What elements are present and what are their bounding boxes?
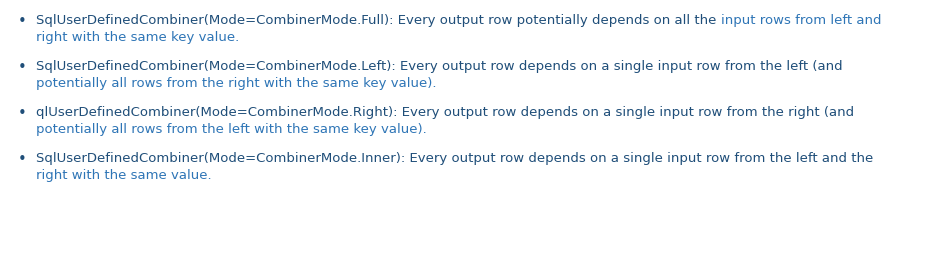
Text: qlUserDefinedCombiner(Mode=CombinerMode.Right): Every output row depends on a si: qlUserDefinedCombiner(Mode=CombinerMode.… (36, 106, 854, 119)
Text: potentially all rows from the left with the same key value).: potentially all rows from the left with … (36, 123, 426, 136)
Text: SqlUserDefinedCombiner(Mode=CombinerMode.Inner): Every output row depends on a s: SqlUserDefinedCombiner(Mode=CombinerMode… (36, 152, 873, 165)
Text: input rows from left and: input rows from left and (721, 14, 882, 27)
Text: potentially all rows from the right with the same key value).: potentially all rows from the right with… (36, 77, 437, 90)
Text: right with the same value.: right with the same value. (36, 169, 211, 182)
Text: right with the same key value.: right with the same key value. (36, 31, 239, 44)
Text: •: • (18, 14, 27, 29)
Text: •: • (18, 106, 27, 121)
Text: SqlUserDefinedCombiner(Mode=CombinerMode.Left): Every output row depends on a si: SqlUserDefinedCombiner(Mode=CombinerMode… (36, 60, 843, 73)
Text: •: • (18, 152, 27, 167)
Text: SqlUserDefinedCombiner(Mode=CombinerMode.Full): Every output row potentially dep: SqlUserDefinedCombiner(Mode=CombinerMode… (36, 14, 721, 27)
Text: •: • (18, 60, 27, 75)
